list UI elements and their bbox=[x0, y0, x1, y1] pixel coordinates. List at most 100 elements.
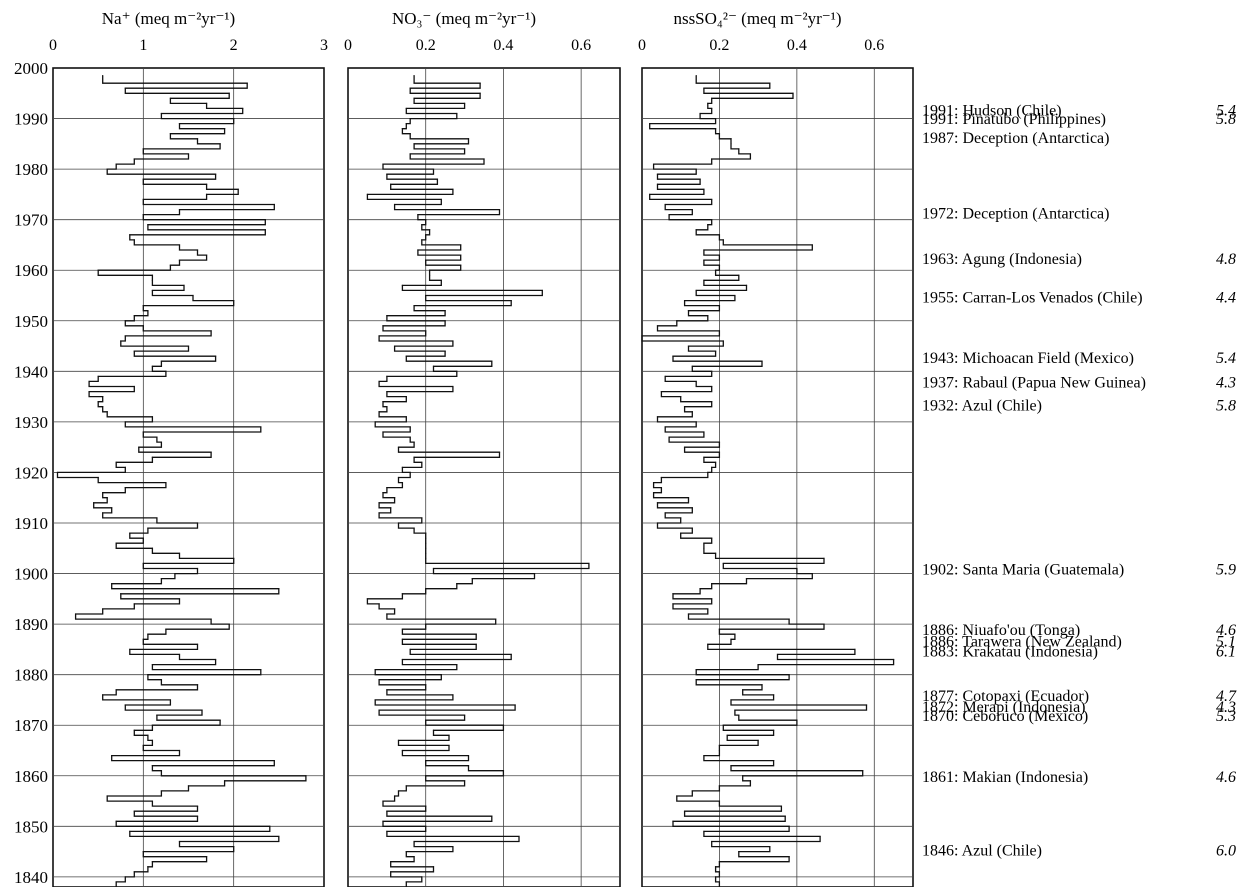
data-point-no3-6 bbox=[405, 107, 407, 110]
data-point-no3-141 bbox=[397, 790, 400, 792]
y-tick-label-6: 1940 bbox=[14, 362, 48, 381]
data-point-no3-38 bbox=[429, 269, 431, 271]
data-point-no3-157 bbox=[390, 871, 392, 873]
y-tick-label-8: 1920 bbox=[14, 463, 48, 482]
data-point-na-116 bbox=[151, 663, 153, 666]
data-point-na-58 bbox=[165, 370, 167, 372]
data-point-no3-0 bbox=[413, 74, 415, 77]
data-point-na-78 bbox=[56, 471, 59, 474]
data-point-no3-154 bbox=[413, 856, 415, 858]
data-point-so4-55 bbox=[672, 355, 674, 357]
data-point-so4-127 bbox=[796, 719, 798, 721]
data-point-so4-147 bbox=[672, 820, 674, 822]
data-point-so4-31 bbox=[718, 234, 721, 236]
data-point-so4-150 bbox=[819, 835, 821, 838]
data-point-na-123 bbox=[169, 699, 172, 701]
data-point-so4-140 bbox=[718, 785, 721, 787]
data-point-so4-88 bbox=[656, 522, 659, 524]
data-point-so4-30 bbox=[695, 229, 697, 231]
data-point-so4-105 bbox=[707, 608, 709, 610]
data-point-na-39 bbox=[151, 274, 153, 276]
data-point-na-45 bbox=[142, 305, 144, 307]
data-point-so4-122 bbox=[773, 694, 775, 696]
data-point-so4-103 bbox=[711, 598, 713, 600]
data-point-so4-69 bbox=[664, 426, 666, 428]
data-point-na-139 bbox=[224, 780, 226, 782]
data-point-so4-14 bbox=[738, 148, 740, 150]
data-point-no3-30 bbox=[429, 229, 431, 231]
data-point-so4-7 bbox=[699, 112, 701, 115]
data-point-so4-82 bbox=[653, 492, 655, 494]
data-point-so4-136 bbox=[730, 765, 732, 767]
data-point-na-62 bbox=[88, 390, 90, 393]
data-point-na-13 bbox=[219, 143, 221, 145]
data-point-na-66 bbox=[106, 411, 108, 413]
data-point-no3-5 bbox=[463, 102, 466, 104]
data-point-no3-115 bbox=[401, 658, 403, 661]
data-point-no3-146 bbox=[491, 815, 493, 817]
plot-frame-no3 bbox=[347, 67, 621, 887]
data-point-na-5 bbox=[205, 102, 208, 104]
data-point-na-20 bbox=[142, 178, 144, 180]
data-point-so4-37 bbox=[718, 264, 721, 266]
data-point-na-7 bbox=[160, 112, 162, 115]
y-tick-label-1: 1990 bbox=[14, 110, 48, 129]
data-point-na-82 bbox=[102, 492, 104, 494]
data-point-no3-85 bbox=[390, 507, 392, 509]
data-point-so4-28 bbox=[711, 219, 713, 221]
data-point-na-14 bbox=[142, 148, 144, 150]
data-point-na-65 bbox=[102, 406, 104, 408]
y-tick-label-3: 1970 bbox=[14, 211, 48, 230]
data-point-so4-114 bbox=[776, 653, 779, 656]
data-point-no3-108 bbox=[425, 623, 427, 625]
data-point-no3-24 bbox=[440, 198, 442, 201]
data-point-no3-83 bbox=[394, 497, 396, 499]
data-point-no3-47 bbox=[386, 315, 388, 317]
eruption-vei: 6.0 bbox=[1216, 843, 1236, 860]
data-point-no3-117 bbox=[374, 669, 376, 671]
data-point-so4-157 bbox=[718, 871, 721, 873]
data-point-na-61 bbox=[133, 385, 135, 388]
data-point-no3-103 bbox=[366, 598, 369, 600]
data-point-no3-46 bbox=[444, 310, 446, 312]
data-point-na-31 bbox=[129, 234, 131, 236]
data-point-so4-68 bbox=[695, 421, 697, 423]
data-point-so4-18 bbox=[695, 168, 697, 170]
data-point-so4-98 bbox=[811, 572, 813, 575]
data-point-na-117 bbox=[260, 669, 262, 671]
data-point-no3-77 bbox=[401, 466, 403, 468]
eruption-label: 1972: Deception (Antarctica) bbox=[922, 206, 1109, 223]
data-point-no3-159 bbox=[405, 881, 407, 883]
series-line-so4 bbox=[641, 75, 895, 887]
data-point-so4-11 bbox=[718, 133, 721, 135]
data-point-no3-2 bbox=[409, 87, 411, 89]
data-point-no3-65 bbox=[386, 406, 388, 408]
data-point-na-158 bbox=[124, 876, 126, 878]
data-point-no3-48 bbox=[444, 320, 446, 322]
data-point-na-92 bbox=[115, 542, 117, 544]
data-point-na-1 bbox=[246, 82, 248, 84]
data-point-no3-137 bbox=[502, 770, 505, 772]
data-point-so4-142 bbox=[676, 795, 678, 797]
y-tick-label-0: 2000 bbox=[14, 59, 48, 78]
data-point-na-95 bbox=[233, 557, 235, 559]
data-point-so4-159 bbox=[718, 881, 721, 883]
data-point-na-155 bbox=[151, 861, 153, 863]
data-point-no3-92 bbox=[425, 542, 427, 544]
data-point-so4-61 bbox=[711, 385, 713, 388]
data-point-na-156 bbox=[147, 866, 149, 868]
data-point-no3-84 bbox=[378, 502, 380, 504]
data-point-no3-29 bbox=[421, 224, 423, 226]
data-point-na-60 bbox=[88, 380, 90, 383]
data-point-so4-75 bbox=[703, 456, 705, 458]
data-point-na-98 bbox=[174, 572, 176, 575]
data-point-no3-113 bbox=[409, 648, 411, 650]
data-point-so4-158 bbox=[714, 876, 717, 878]
data-point-so4-71 bbox=[668, 436, 670, 438]
data-point-no3-69 bbox=[409, 426, 411, 428]
data-point-so4-24 bbox=[711, 198, 713, 201]
data-point-na-38 bbox=[97, 269, 99, 271]
data-point-na-83 bbox=[106, 497, 108, 499]
data-point-no3-151 bbox=[413, 840, 415, 843]
data-point-no3-45 bbox=[413, 305, 415, 307]
